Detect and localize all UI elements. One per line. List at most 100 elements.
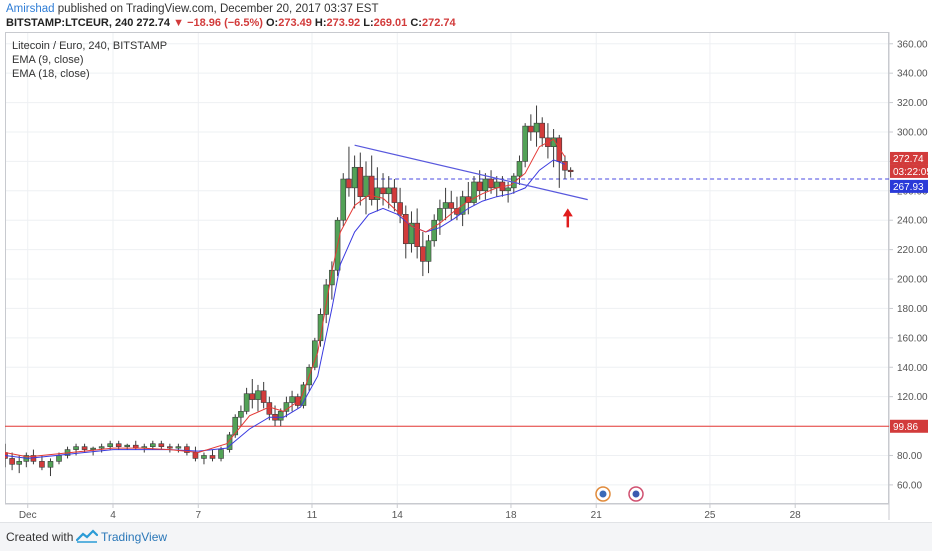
candle-body[interactable] xyxy=(437,208,443,221)
candle-body[interactable] xyxy=(567,169,574,172)
candle-body[interactable] xyxy=(562,161,568,171)
candle-body[interactable] xyxy=(266,402,273,415)
candle-body[interactable] xyxy=(283,402,290,412)
candle-body[interactable] xyxy=(238,411,244,418)
down-arrow-icon: ▼ xyxy=(173,17,184,29)
candle-body[interactable] xyxy=(158,443,165,447)
candle-body[interactable] xyxy=(243,393,250,412)
candle-body[interactable] xyxy=(277,411,284,421)
created-with-label: Created with xyxy=(6,530,74,544)
legend-ema9[interactable]: EMA (9, close) xyxy=(12,54,84,66)
candle-body[interactable] xyxy=(81,446,88,450)
candle-body[interactable] xyxy=(255,390,261,400)
candle-body[interactable] xyxy=(289,396,295,403)
candle-body[interactable] xyxy=(471,181,477,203)
candle-body[interactable] xyxy=(56,455,62,462)
candle-body[interactable] xyxy=(232,416,239,436)
candle-body[interactable] xyxy=(107,443,113,447)
candle-body[interactable] xyxy=(425,240,432,262)
legend-ema18[interactable]: EMA (18, close) xyxy=(12,68,90,80)
tradingview-link[interactable]: TradingView xyxy=(101,530,168,544)
candle-body[interactable] xyxy=(167,446,173,449)
candle-body[interactable] xyxy=(47,461,54,468)
author-link[interactable]: Amirshad xyxy=(6,3,55,15)
candle-body[interactable] xyxy=(150,443,156,447)
candle-body[interactable] xyxy=(323,284,329,315)
candle-body[interactable] xyxy=(528,125,534,133)
legend: Litecoin / Euro, 240, BITSTAMP EMA (9, c… xyxy=(12,40,167,80)
candle-body[interactable] xyxy=(226,434,233,450)
candle-body[interactable] xyxy=(476,181,483,192)
plot-border xyxy=(5,32,889,504)
price-tick-label: 80.00 xyxy=(897,451,922,462)
open-value: 273.49 xyxy=(278,17,312,29)
candle-body[interactable] xyxy=(124,444,131,447)
candle-body[interactable] xyxy=(556,137,563,162)
candle-body[interactable] xyxy=(414,222,420,247)
candle-body[interactable] xyxy=(16,461,23,465)
candle-body[interactable] xyxy=(391,187,398,203)
candle-body[interactable] xyxy=(98,446,105,449)
candle-body[interactable] xyxy=(175,446,182,449)
candle-body[interactable] xyxy=(184,446,190,453)
time-tick-label: 28 xyxy=(790,510,802,520)
candle-body[interactable] xyxy=(539,122,546,139)
candle-body[interactable] xyxy=(312,340,318,368)
trendline[interactable] xyxy=(354,144,588,201)
candle-body[interactable] xyxy=(73,446,79,450)
candle-body[interactable] xyxy=(317,314,324,342)
price-tick-label: 240.00 xyxy=(897,216,928,227)
candle-body[interactable] xyxy=(201,455,207,459)
high-value: 273.92 xyxy=(326,17,361,29)
candle-body[interactable] xyxy=(346,178,352,189)
chart-area[interactable]: 360.00340.00320.00300.00280.00260.00240.… xyxy=(2,32,932,521)
event-markers[interactable] xyxy=(595,486,644,502)
time-tick-label: 21 xyxy=(591,510,603,520)
candle-body[interactable] xyxy=(482,178,489,192)
candle-body[interactable] xyxy=(39,461,45,468)
candle-body[interactable] xyxy=(115,443,122,447)
candle-body[interactable] xyxy=(90,447,96,450)
candle-body[interactable] xyxy=(300,384,307,406)
countdown-tag: 03:22:05 xyxy=(893,167,929,178)
ema9-line[interactable] xyxy=(4,138,566,458)
candle-body[interactable] xyxy=(260,390,267,403)
candle-body[interactable] xyxy=(493,181,500,189)
candle-body[interactable] xyxy=(9,458,15,465)
candle-body[interactable] xyxy=(522,125,528,162)
candle-body[interactable] xyxy=(351,166,358,189)
publish-info: published on TradingView.com, December 2… xyxy=(57,3,379,15)
ema18-line[interactable] xyxy=(4,159,566,459)
price-tick-label: 160.00 xyxy=(897,333,928,344)
candle-body[interactable] xyxy=(408,222,415,245)
price-tick-label: 300.00 xyxy=(897,127,928,138)
candle-body[interactable] xyxy=(192,452,199,459)
time-tick-label: 11 xyxy=(307,510,318,520)
candle-body[interactable] xyxy=(488,178,494,189)
price-chart[interactable]: 360.00340.00320.00300.00280.00260.00240.… xyxy=(2,32,932,521)
candle-body[interactable] xyxy=(505,187,511,192)
candle-body[interactable] xyxy=(368,175,375,200)
candle-body[interactable] xyxy=(249,393,256,400)
candle-body[interactable] xyxy=(340,178,347,221)
candle-body[interactable] xyxy=(363,175,369,197)
candle-body[interactable] xyxy=(218,449,224,459)
candle-body[interactable] xyxy=(402,214,409,245)
tradingview-logo-icon[interactable] xyxy=(76,529,98,543)
candle-body[interactable] xyxy=(209,455,216,459)
candle-body[interactable] xyxy=(380,187,386,195)
candle-body[interactable] xyxy=(431,219,438,242)
time-axis[interactable]: Dec 4 7 11 14 18 21 25 28 xyxy=(19,504,802,521)
candle-body[interactable] xyxy=(533,122,540,133)
candle-body[interactable] xyxy=(448,202,455,209)
high-label: H: xyxy=(314,17,327,29)
candle-body[interactable] xyxy=(357,166,364,197)
candle-body[interactable] xyxy=(516,161,523,177)
low-value: 269.01 xyxy=(373,17,408,29)
candle-body[interactable] xyxy=(385,187,392,195)
time-tick-label: 14 xyxy=(392,510,404,520)
candle-body[interactable] xyxy=(374,187,381,200)
candle-body[interactable] xyxy=(420,246,426,262)
candle-body[interactable] xyxy=(442,202,449,209)
price-change: −18.96 (−6.5%) xyxy=(187,17,263,29)
